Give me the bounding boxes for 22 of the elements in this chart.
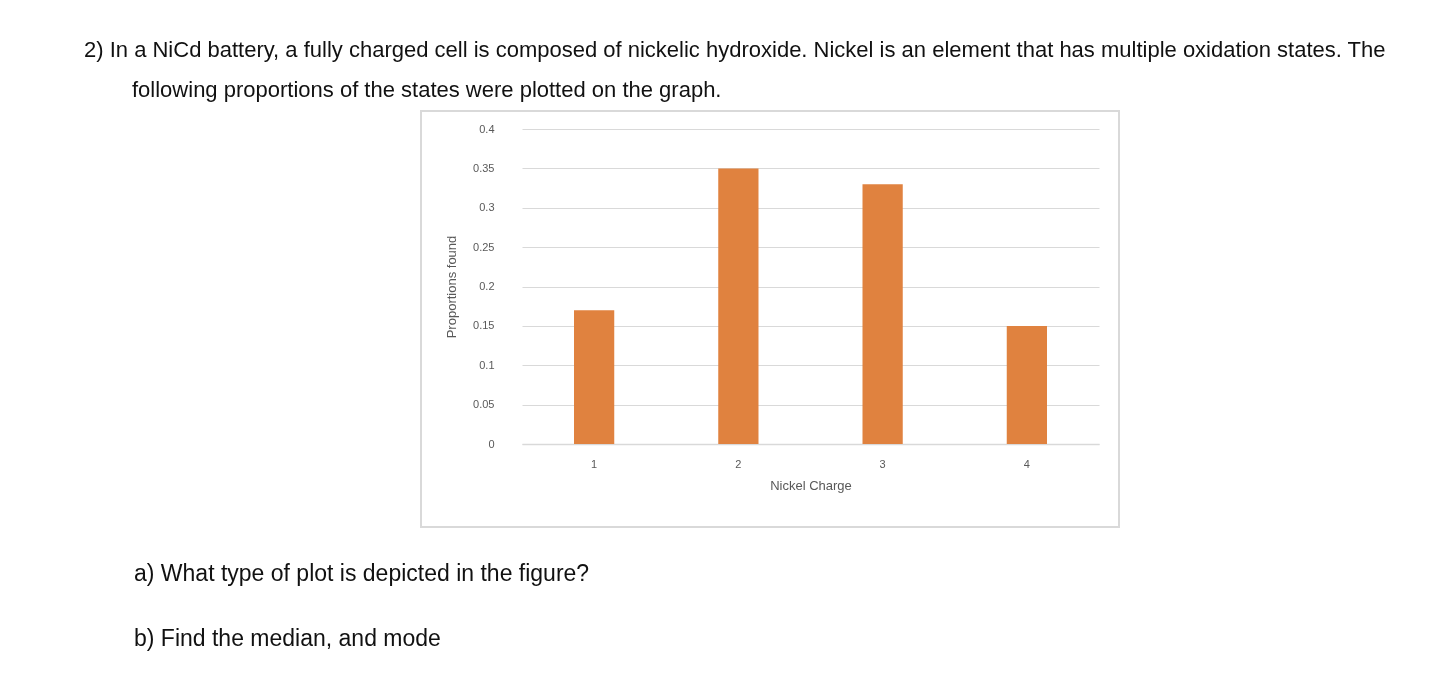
y-axis-title: Proportions found [444,235,460,339]
y-tick-label: 0.4 [479,122,495,135]
bar [1006,325,1047,444]
y-tick-label: 0.15 [473,319,495,332]
bar [574,310,615,444]
text: a) What type of plot is depicted in the figure? [134,560,590,587]
x-tick-label: 1 [591,457,598,470]
y-tick-label: 0.25 [473,240,495,253]
y-tick-label: 0.05 [473,398,495,411]
chart-title: 2) In a NiCd battery, a fully charged cell is composed of nickelic hydroxide. Nickel is an element that has multiple oxidation states. The following proportions of the states were plotted on the graph. [84,36,1387,104]
x-axis-title: Nickel Charge [770,477,852,493]
x-tick-label: 2 [735,457,742,470]
y-tick-label: 0.1 [479,358,495,371]
y-tick-label: 0 [488,437,495,450]
y-tick-label: 0.3 [479,201,495,214]
x-tick-label: 3 [879,457,886,470]
x-tick-label: 4 [1023,457,1030,470]
text: b) Find the median, and mode [134,625,441,652]
bar [862,184,903,444]
y-tick-label: 0.2 [479,280,495,292]
bar [718,168,759,444]
y-tick-label: 0.35 [473,161,495,174]
